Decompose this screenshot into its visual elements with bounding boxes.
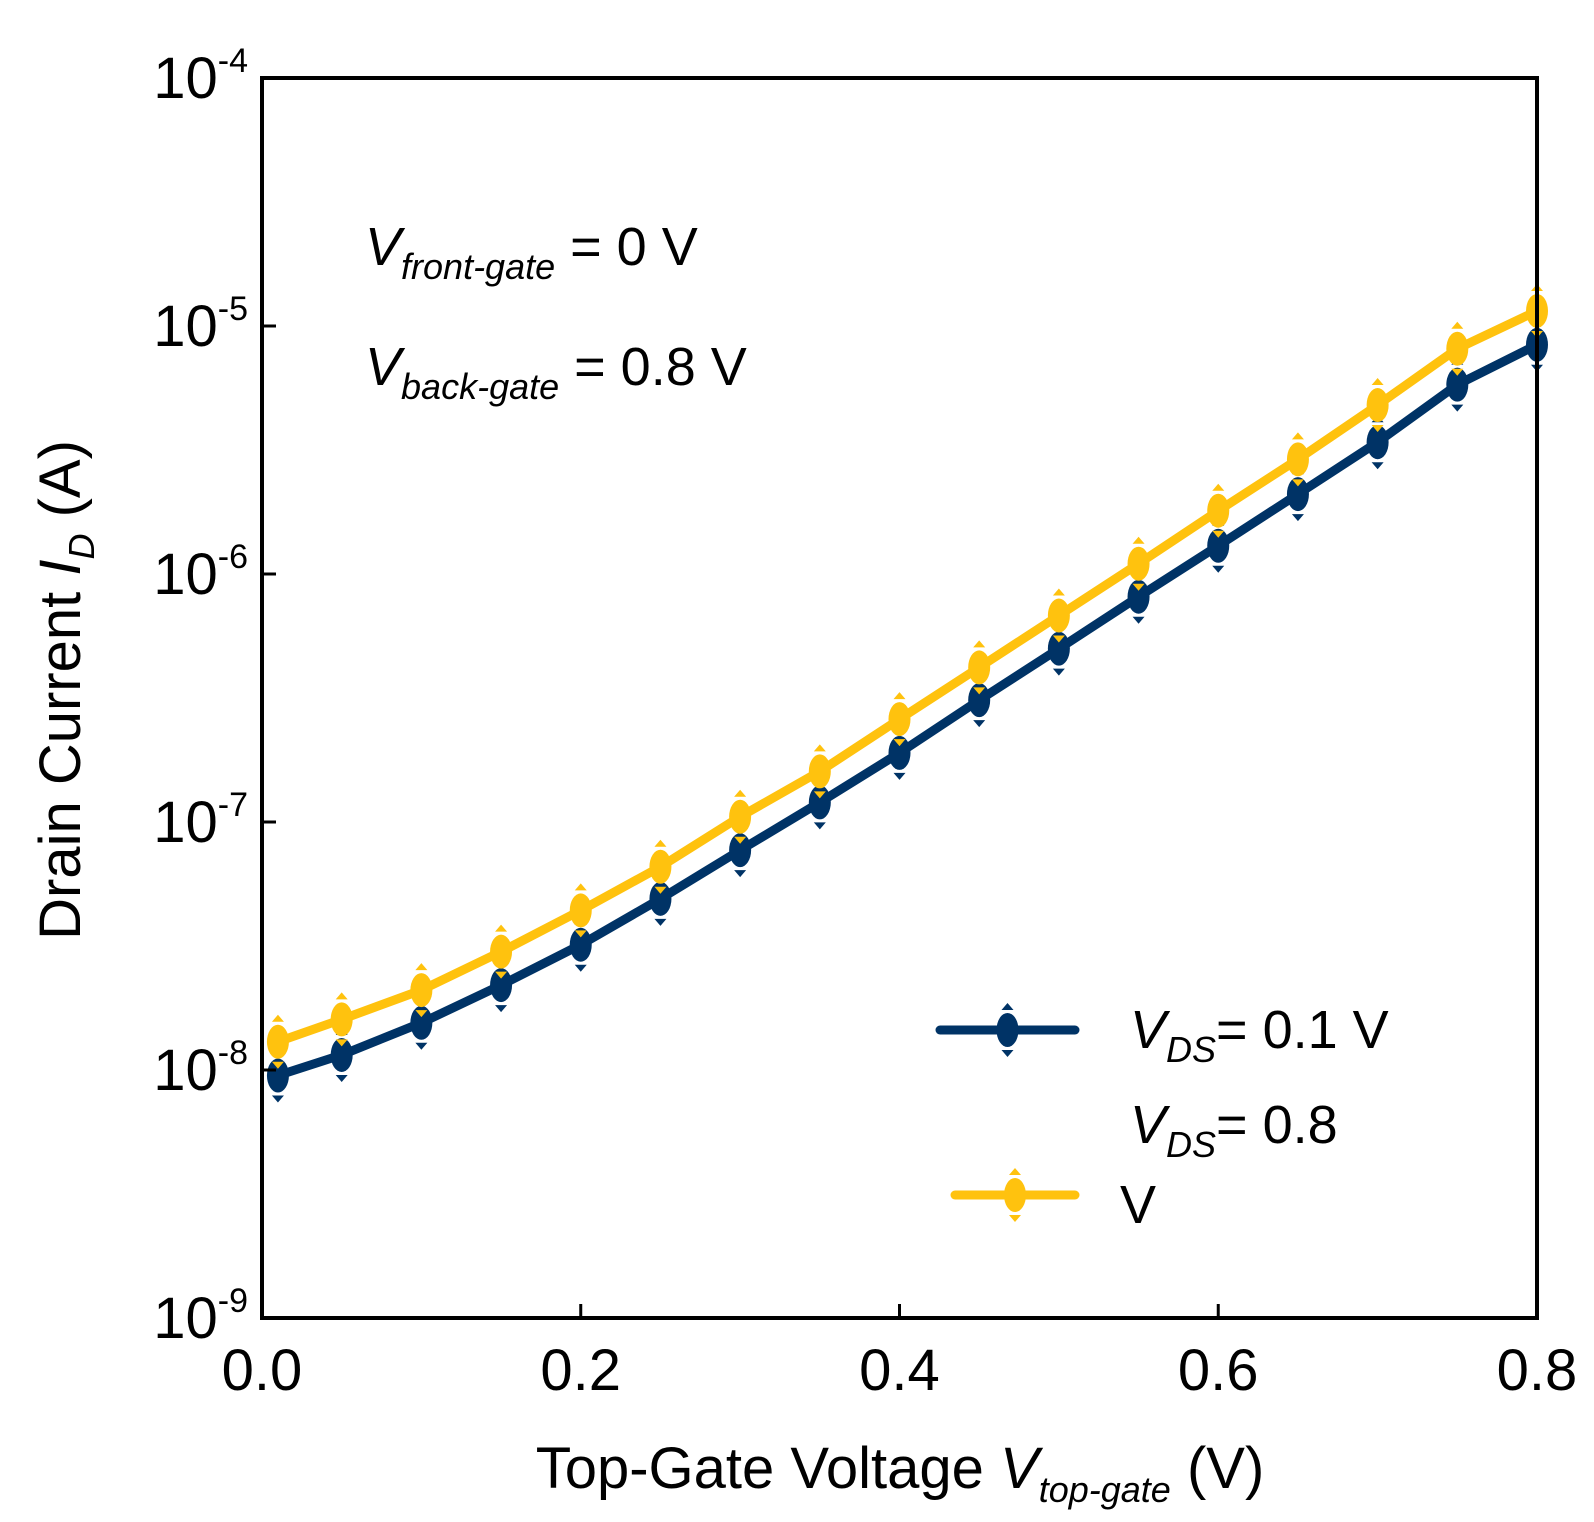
x-axis-title-sub: top-gate xyxy=(1039,1469,1171,1510)
series-1-point-7 xyxy=(729,833,752,868)
annotation-sub: front-gate xyxy=(401,246,555,287)
series-2-point-5 xyxy=(569,893,592,928)
x-axis-title-prefix: Top-Gate Voltage xyxy=(536,1436,1000,1501)
y-tick-label: 10-8 xyxy=(153,1034,248,1103)
x-tick-label: 0.0 xyxy=(222,1338,303,1403)
legend-swatch-marker-2 xyxy=(1004,1178,1026,1212)
series-1-point-5 xyxy=(569,927,592,962)
series-2-point-13 xyxy=(1207,493,1230,528)
x-tick-label: 0.2 xyxy=(540,1338,621,1403)
series-1-point-10 xyxy=(968,683,991,718)
legend-label-var: V xyxy=(1130,1000,1171,1060)
y-axis-title-suffix: (A) xyxy=(28,440,93,533)
series-1-point-12 xyxy=(1127,579,1150,614)
axis-ticks-layer xyxy=(260,76,1539,1320)
annotation-1: Vfront-gate = 0 V xyxy=(365,217,698,287)
series-1-point-15 xyxy=(1366,425,1389,460)
y-tick-exponent: -9 xyxy=(218,1282,248,1320)
series-2-point-14 xyxy=(1286,442,1309,477)
annotation-text: = 0.8 V xyxy=(559,337,747,397)
y-tick-label: 10-5 xyxy=(153,290,248,359)
x-axis-title-suffix: (V) xyxy=(1171,1436,1264,1501)
x-axis-title-var: V xyxy=(1000,1436,1044,1501)
y-tick-label: 10-7 xyxy=(153,786,248,855)
series-1-point-11 xyxy=(1047,631,1070,666)
y-tick-base: 10 xyxy=(153,1286,218,1351)
series-1-point-16 xyxy=(1446,367,1469,402)
y-tick-exponent: -7 xyxy=(218,786,248,824)
series-2-point-15 xyxy=(1366,388,1389,423)
series-2-point-9 xyxy=(888,702,911,737)
x-axis-title: Top-Gate Voltage Vtop-gate (V) xyxy=(536,1436,1265,1510)
series-2-point-12 xyxy=(1127,546,1150,581)
y-tick-base: 10 xyxy=(153,294,218,359)
legend-swatch-marker-1 xyxy=(996,1013,1019,1047)
y-axis-title-prefix: Drain Current xyxy=(28,576,93,940)
series-2-point-16 xyxy=(1446,331,1469,366)
series-1-point-13 xyxy=(1207,528,1230,563)
legend-label-continuation: V xyxy=(1120,1175,1156,1235)
annotation-text: = 0 V xyxy=(555,217,698,277)
y-tick-label: 10-9 xyxy=(153,1282,248,1351)
legend-label-1: VDS= 0.1 V xyxy=(1130,1000,1389,1070)
y-tick-base: 10 xyxy=(153,46,218,111)
series-2-point-2 xyxy=(330,1002,353,1037)
y-tick-base: 10 xyxy=(153,790,218,855)
legend-label-sub: DS xyxy=(1166,1124,1216,1165)
legend-label-text: = 0.8 xyxy=(1216,1095,1338,1155)
series-1-point-8 xyxy=(808,785,831,820)
legend-label-2: VDS= 0.8 xyxy=(1130,1095,1338,1165)
y-axis-title-sub: D xyxy=(61,534,102,560)
series-2-point-8 xyxy=(808,754,831,789)
series-1 xyxy=(266,317,1548,1103)
y-tick-base: 10 xyxy=(153,1038,218,1103)
annotation-2: Vback-gate = 0.8 V xyxy=(365,337,747,407)
y-tick-label: 10-6 xyxy=(153,538,248,607)
annotation-var: V xyxy=(365,217,406,277)
series-1-point-14 xyxy=(1286,477,1309,512)
legend-label-text: = 0.1 V xyxy=(1216,1000,1389,1060)
y-tick-exponent: -4 xyxy=(218,42,248,80)
annotation-sub: back-gate xyxy=(401,366,559,407)
series-1-point-4 xyxy=(490,968,513,1003)
series-1-point-6 xyxy=(649,881,672,916)
x-tick-label: 0.6 xyxy=(1178,1338,1259,1403)
legend-label-sub: DS xyxy=(1166,1029,1216,1070)
legend-label-var: V xyxy=(1130,1095,1171,1155)
x-tick-label: 0.8 xyxy=(1497,1338,1578,1403)
y-tick-base: 10 xyxy=(153,542,218,607)
y-axis-title-var: I xyxy=(28,560,93,576)
y-tick-label: 10-4 xyxy=(153,42,248,111)
series-2-point-6 xyxy=(649,849,672,884)
series-1-point-2 xyxy=(330,1037,353,1072)
y-tick-exponent: -5 xyxy=(218,290,248,328)
series-2-point-10 xyxy=(968,650,991,685)
series-2-point-4 xyxy=(490,934,513,969)
series-1-point-1 xyxy=(266,1058,289,1093)
y-tick-exponent: -8 xyxy=(218,1034,248,1072)
series-2-point-1 xyxy=(266,1024,289,1059)
series-2-point-7 xyxy=(729,799,752,834)
text-layer: 0.0 0.2 0.4 0.6 0.810-910-810-710-610-510-4T… xyxy=(28,42,1577,1510)
x-tick-label: 0.4 xyxy=(859,1338,940,1403)
series-2-point-3 xyxy=(410,973,433,1008)
annotation-var: V xyxy=(365,337,406,397)
y-axis-title: Drain Current ID (A) xyxy=(28,440,102,940)
series-1-point-3 xyxy=(410,1005,433,1040)
y-tick-exponent: -6 xyxy=(218,538,248,576)
series-2-point-11 xyxy=(1047,598,1070,633)
series-1-point-9 xyxy=(888,735,911,770)
